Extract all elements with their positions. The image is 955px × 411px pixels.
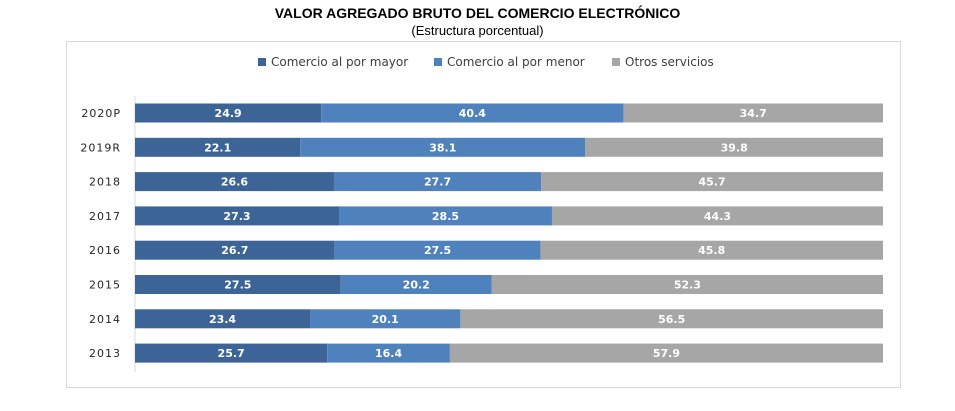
legend-swatch-1 [258, 58, 266, 66]
y-tick-label: 2020P [81, 107, 121, 120]
bar-segment [321, 103, 624, 123]
data-label: 28.5 [432, 210, 459, 223]
data-label: 27.5 [224, 279, 251, 292]
legend-swatch-3 [612, 58, 620, 66]
legend-label-3: Otros servicios [625, 55, 714, 69]
y-tick-label: 2013 [89, 347, 121, 360]
bar-segment [135, 103, 322, 123]
chart-title: VALOR AGREGADO BRUTO DEL COMERCIO ELECTR… [274, 5, 681, 21]
y-tick-label: 2017 [89, 210, 121, 223]
bar-segment [460, 309, 883, 329]
legend-label-2: Comercio al por menor [447, 55, 585, 69]
data-label: 22.1 [204, 141, 231, 154]
y-tick-label: 2015 [89, 279, 121, 292]
y-tick-label: 2014 [89, 313, 121, 326]
bar-segment [541, 172, 883, 192]
data-label: 23.4 [209, 313, 236, 326]
data-label: 34.7 [740, 107, 767, 120]
y-tick-label: 2019R [80, 141, 121, 154]
data-label: 26.7 [221, 244, 248, 257]
data-label: 20.2 [403, 279, 430, 292]
bar-segment [540, 240, 883, 260]
chart-frame [66, 41, 901, 388]
legend-label-1: Comercio al por mayor [271, 55, 408, 69]
data-label: 26.6 [221, 176, 248, 189]
bar-segment [135, 275, 341, 294]
data-label: 40.4 [459, 107, 486, 120]
data-label: 39.8 [721, 141, 748, 154]
bar-segment [449, 343, 883, 363]
data-label: 45.8 [698, 244, 725, 257]
data-label: 27.7 [424, 176, 451, 189]
data-label: 44.3 [704, 210, 731, 223]
bar-segment [135, 206, 339, 226]
data-label: 24.9 [215, 107, 242, 120]
bar-segment [334, 240, 541, 260]
bar-segment [340, 275, 492, 294]
data-label: 52.3 [674, 279, 701, 292]
bar-segment [327, 343, 450, 363]
bar-segment [491, 275, 883, 294]
bar-segment [339, 206, 552, 226]
data-label: 27.5 [424, 244, 451, 257]
bar-segment [623, 103, 883, 123]
bar-segment [135, 343, 328, 363]
bar-segment [333, 172, 542, 192]
data-label: 16.4 [375, 347, 402, 360]
y-tick-label: 2018 [89, 176, 121, 189]
bar-segment [135, 172, 334, 192]
bar-segment [135, 137, 301, 157]
bar-segment [551, 206, 883, 226]
bar-segment [585, 137, 883, 157]
data-label: 38.1 [429, 141, 456, 154]
chart-subtitle: (Estructura porcentual) [411, 23, 544, 38]
data-label: 45.7 [699, 176, 726, 189]
legend-swatch-2 [434, 58, 442, 66]
bar-segment [310, 309, 461, 329]
data-label: 57.9 [653, 347, 680, 360]
bar-segment [135, 240, 335, 260]
data-label: 56.5 [658, 313, 685, 326]
bar-segment [135, 309, 311, 329]
data-label: 27.3 [223, 210, 250, 223]
data-label: 25.7 [218, 347, 245, 360]
y-tick-label: 2016 [89, 244, 121, 257]
data-label: 20.1 [372, 313, 399, 326]
bar-segment [300, 137, 586, 157]
